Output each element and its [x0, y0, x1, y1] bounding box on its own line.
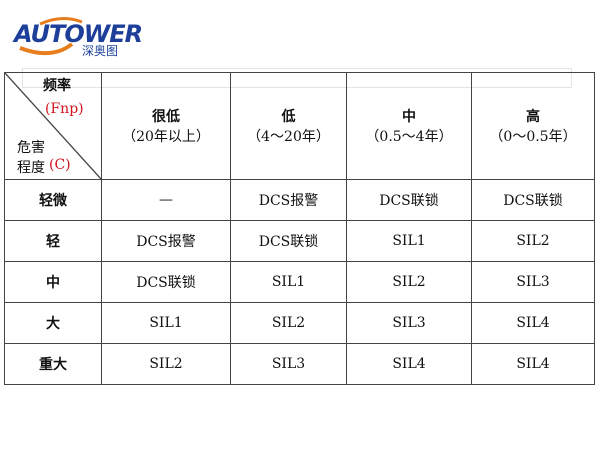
column-label: 很低	[152, 109, 180, 125]
table-cell: SIL2	[346, 261, 472, 303]
column-header: 很低 （20年以上）	[101, 72, 231, 180]
table-cell: —	[101, 179, 231, 221]
corner-cell: 频率 (Fnp) 危害 程度 (C)	[4, 72, 102, 180]
table-row: 轻微 — DCS报警 DCS联锁 DCS联锁	[4, 179, 595, 221]
column-range: （20年以上）	[122, 129, 210, 145]
column-header: 低 （4～20年）	[230, 72, 347, 180]
table-row: 中 DCS联锁 SIL1 SIL2 SIL3	[4, 261, 595, 303]
table-cell: DCS报警	[101, 220, 231, 262]
sil-matrix-table: 频率 (Fnp) 危害 程度 (C) 很低 （20年以上） 低 （4～20年） 中 （…	[4, 72, 595, 385]
frequency-unit: (Fnp)	[45, 101, 84, 117]
table-cell: SIL1	[101, 302, 231, 344]
column-range: （0～0.5年）	[489, 129, 577, 145]
table-cell: SIL2	[471, 220, 595, 262]
diagonal-line	[5, 73, 101, 179]
row-label: 中	[4, 261, 102, 303]
table-cell: DCS联锁	[101, 261, 231, 303]
table-cell: SIL3	[346, 302, 472, 344]
row-label: 轻	[4, 220, 102, 262]
table-cell: DCS报警	[230, 179, 347, 221]
column-header: 高 （0～0.5年）	[471, 72, 595, 180]
autower-logo: AUTOWER 深奥图	[12, 14, 143, 58]
column-label: 中	[402, 109, 416, 125]
table-row: 重大 SIL2 SIL3 SIL4 SIL4	[4, 343, 595, 385]
table-cell: SIL4	[346, 343, 472, 385]
column-header: 中 （0.5～4年）	[346, 72, 472, 180]
table-cell: DCS联锁	[346, 179, 472, 221]
severity-label-2: 程度	[17, 160, 45, 176]
table-row: 轻 DCS报警 DCS联锁 SIL1 SIL2	[4, 220, 595, 262]
table-cell: SIL2	[230, 302, 347, 344]
frequency-label: 频率	[43, 78, 71, 94]
column-range: （4～20年）	[247, 129, 330, 145]
table-cell: DCS联锁	[230, 220, 347, 262]
severity-unit: (C)	[49, 157, 71, 173]
table-row: 大 SIL1 SIL2 SIL3 SIL4	[4, 302, 595, 344]
column-label: 低	[281, 109, 296, 125]
header-row: 频率 (Fnp) 危害 程度 (C) 很低 （20年以上） 低 （4～20年） 中 （…	[4, 72, 595, 180]
row-label: 重大	[4, 343, 102, 385]
row-label: 轻微	[4, 179, 102, 221]
table-cell: SIL3	[230, 343, 347, 385]
table-cell: SIL4	[471, 302, 595, 344]
column-range: （0.5～4年）	[365, 129, 453, 145]
row-label: 大	[4, 302, 102, 344]
table-cell: SIL4	[471, 343, 595, 385]
table-cell: SIL3	[471, 261, 595, 303]
table-cell: SIL2	[101, 343, 231, 385]
logo-swoosh-icon	[19, 17, 83, 56]
logo-text: AUTOWER	[14, 20, 143, 48]
table-cell: SIL1	[346, 220, 472, 262]
logo-chinese: 深奥图	[82, 44, 119, 58]
table-cell: DCS联锁	[471, 179, 595, 221]
column-label: 高	[526, 109, 540, 125]
table-cell: SIL1	[230, 261, 347, 303]
severity-label-1: 危害	[17, 140, 45, 156]
